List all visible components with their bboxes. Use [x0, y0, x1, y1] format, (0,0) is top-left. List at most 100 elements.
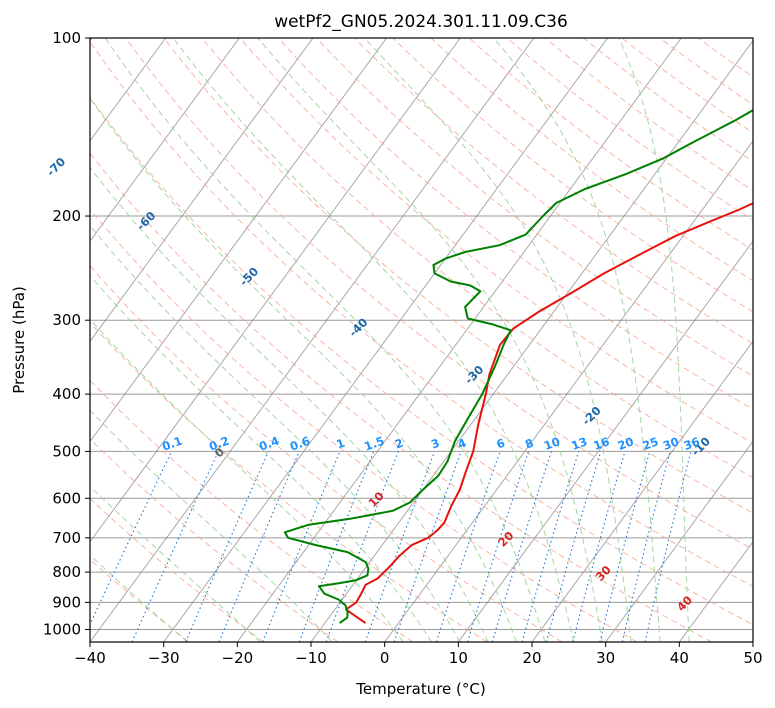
mixing-ratio-line	[491, 451, 552, 642]
mixing-ratio-line	[545, 451, 602, 642]
moist-adiabat-line	[90, 97, 517, 642]
dry-adiabat-line	[545, 38, 753, 192]
dry-adiabat-line	[90, 438, 339, 642]
dry-adiabat-line	[90, 264, 563, 642]
moist-adiabat-label: 30	[593, 563, 614, 584]
dry-adiabat-line	[90, 152, 712, 642]
isotherm-line	[457, 240, 753, 642]
mixing-ratio-label: 1.5	[362, 434, 386, 454]
dry-adiabat-line	[90, 497, 264, 642]
moist-adiabat-line	[618, 38, 690, 642]
mixing-ratio-line	[393, 451, 462, 642]
dry-adiabat-line	[430, 38, 753, 282]
isotherm-line	[90, 38, 387, 443]
y-tick-label: 900	[52, 593, 81, 611]
temperature-profile-line	[345, 202, 753, 624]
isotherm-line	[752, 641, 753, 642]
moist-adiabat-label: 10	[366, 489, 387, 510]
dry-adiabat-line	[621, 38, 753, 134]
moist-adiabat-line	[90, 224, 461, 642]
dry-adiabat-line	[163, 38, 753, 514]
moist-adiabat-line	[90, 274, 432, 642]
dry-adiabat-line	[316, 38, 753, 377]
mixing-ratio-line	[572, 451, 626, 642]
y-axis: 100 200 300 400 500 600 700 800 900 1000	[43, 29, 90, 638]
isotherm-line	[90, 38, 535, 642]
mixing-ratio-line	[218, 451, 300, 642]
mixing-ratio-line	[185, 451, 270, 642]
dewpoint-profile-line	[283, 109, 753, 624]
dry-adiabat-label: -70	[44, 155, 69, 180]
isotherm-line	[90, 38, 314, 343]
mixing-ratio-line	[521, 451, 580, 642]
isotherm-line	[531, 340, 753, 642]
mixing-ratio-label: 0.2	[207, 434, 231, 454]
moist-adiabat-label: 20	[495, 528, 516, 549]
x-tick-label: −20	[222, 649, 254, 667]
x-tick-label: 30	[596, 649, 615, 667]
mixing-ratio-line	[262, 451, 341, 642]
dry-adiabat-line	[468, 38, 753, 251]
x-tick-label: 40	[670, 649, 689, 667]
y-tick-label: 100	[52, 29, 81, 47]
x-tick-label: −10	[295, 649, 327, 667]
y-tick-label: 300	[52, 311, 81, 329]
plot-frame	[89, 37, 754, 643]
y-tick-label: 200	[52, 207, 81, 225]
moist-adiabat-line	[90, 318, 404, 642]
mixing-ratio-label: 3	[429, 436, 441, 452]
dry-adiabat-line	[278, 38, 753, 410]
chart-title: wetPf2_GN05.2024.301.11.09.C36	[274, 12, 568, 32]
moist-adiabat-line	[90, 554, 188, 642]
moist-adiabat-line	[104, 38, 546, 642]
dry-adiabat-line	[392, 38, 753, 313]
x-tick-label: 50	[743, 649, 762, 667]
dry-adiabat-label: -30	[462, 362, 487, 387]
moist-adiabat-line	[90, 409, 333, 642]
dry-adiabat-line	[90, 558, 190, 642]
x-tick-label: −30	[148, 649, 180, 667]
y-axis-label: Pressure (hPa)	[10, 286, 28, 394]
moist-adiabat-label: 40	[674, 593, 695, 614]
mixing-ratio-label: 16	[592, 434, 612, 453]
x-tick-label: 0	[380, 649, 390, 667]
mixing-ratio-line	[364, 451, 436, 642]
mixing-ratio-line	[131, 451, 219, 642]
mixing-ratio-label: 8	[523, 436, 535, 452]
isotherm-line	[384, 140, 753, 642]
isotherm-line	[236, 38, 682, 642]
isotherm-line	[163, 38, 608, 642]
dry-adiabat-line	[125, 38, 753, 550]
mixing-ratio-label: 10	[542, 434, 562, 453]
y-tick-label: 600	[52, 489, 81, 507]
dry-adiabat-line	[90, 321, 488, 642]
mixing-ratio-label: 1	[334, 436, 346, 452]
dry-adiabat-label: -60	[134, 209, 159, 234]
x-tick-label: 10	[449, 649, 468, 667]
sounding-lines	[283, 109, 753, 624]
x-axis-label: Temperature (°C)	[355, 680, 485, 698]
mixing-ratio-line	[599, 451, 651, 642]
mixing-ratio-line	[621, 451, 671, 642]
x-tick-label: 20	[522, 649, 541, 667]
mixing-ratio-label: 25	[640, 434, 660, 453]
mixing-ratio-label: 6	[495, 436, 507, 452]
moist-adiabat-line	[257, 38, 603, 642]
y-tick-label: 800	[52, 563, 81, 581]
moist-adiabat-line	[90, 485, 261, 642]
mixing-ratio-label: 20	[616, 434, 636, 453]
mixing-ratio-line	[435, 451, 501, 642]
moist-adiabat-line	[493, 38, 661, 642]
isotherm-line	[605, 440, 753, 642]
dry-adiabat-line	[697, 38, 753, 78]
x-tick-label: −40	[74, 649, 106, 667]
mixing-ratio-line	[466, 451, 530, 642]
isotherm-line	[678, 541, 753, 642]
moist-adiabat-line	[364, 38, 632, 642]
dry-adiabat-line	[239, 38, 753, 444]
reference-lines	[90, 38, 753, 642]
mixing-ratio-label: 2	[393, 436, 405, 452]
dry-adiabat-label: -40	[346, 315, 371, 340]
x-axis: −40 −30 −20 −10 0 10 20 30 40 50	[74, 642, 763, 667]
